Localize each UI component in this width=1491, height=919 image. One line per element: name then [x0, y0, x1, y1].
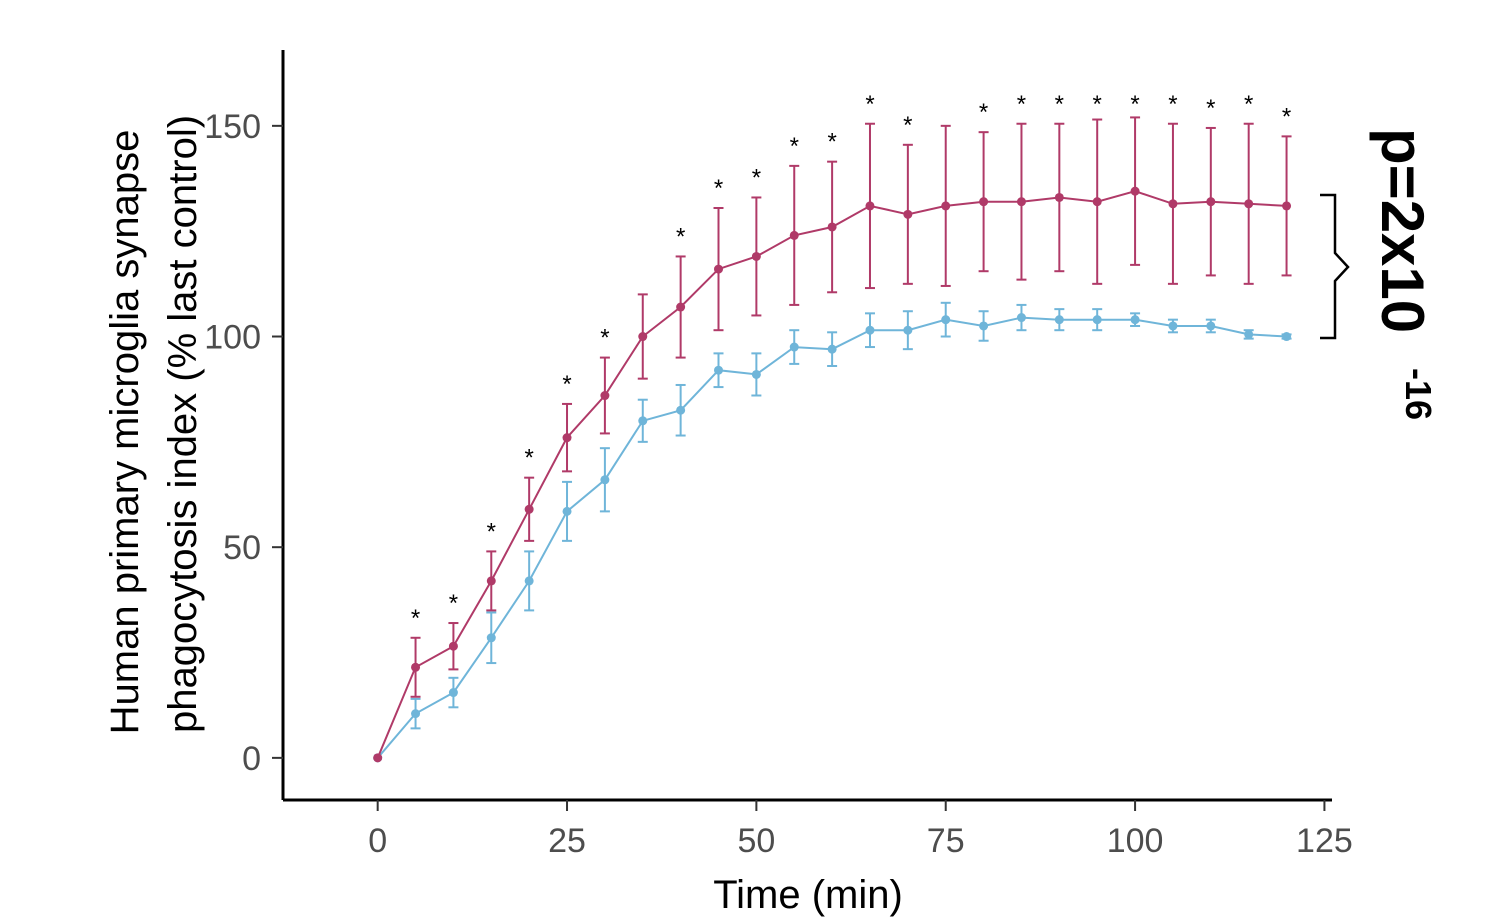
- p-value-annotation: p=2x10 -16: [1369, 128, 1439, 420]
- data-point: [865, 201, 875, 211]
- significance-marker: *: [752, 164, 761, 191]
- significance-marker: *: [1017, 91, 1026, 118]
- data-point: [638, 416, 648, 426]
- data-point: [941, 201, 951, 211]
- data-point: [789, 342, 799, 352]
- p-value-text: p=2x10: [1369, 128, 1436, 333]
- data-point: [865, 325, 875, 335]
- data-point: [1168, 321, 1178, 331]
- data-point: [1168, 199, 1178, 209]
- data-point: [1282, 332, 1292, 342]
- data-point: [789, 230, 799, 240]
- data-point: [676, 405, 686, 415]
- data-point: [411, 662, 421, 672]
- significance-marker: *: [979, 99, 988, 126]
- significance-marker: *: [562, 371, 571, 398]
- x-tick-label: 25: [548, 822, 586, 860]
- x-tick-label: 75: [927, 822, 965, 860]
- data-point: [448, 688, 458, 698]
- data-point: [941, 315, 951, 325]
- significance-marker: *: [714, 175, 723, 202]
- data-point: [448, 641, 458, 651]
- significance-marker: *: [411, 605, 420, 632]
- data-point: [486, 633, 496, 643]
- x-tick-label: 50: [737, 822, 775, 860]
- data-point: [979, 197, 989, 207]
- significance-marker: *: [903, 112, 912, 139]
- y-axis-title-line1: Human primary microglia synapse: [103, 130, 147, 735]
- significance-marker: *: [1130, 91, 1139, 118]
- data-point: [524, 576, 534, 586]
- data-point: [1016, 313, 1026, 323]
- significance-marker: *: [827, 129, 836, 156]
- data-point: [1282, 201, 1292, 211]
- significance-marker: *: [449, 590, 458, 617]
- data-point: [1206, 197, 1216, 207]
- data-point: [486, 576, 496, 586]
- data-point: [903, 325, 913, 335]
- data-point: [600, 391, 610, 401]
- significance-marker: *: [1206, 95, 1215, 122]
- data-point: [676, 302, 686, 312]
- data-point: [562, 433, 572, 443]
- data-point: [1092, 315, 1102, 325]
- significance-marker: *: [1282, 103, 1291, 130]
- data-point: [411, 709, 421, 719]
- significance-marker: *: [1244, 91, 1253, 118]
- data-point: [1130, 186, 1140, 196]
- axes: 0 25 50 75 100 125 0 50 100 150: [204, 50, 1353, 860]
- significance-marker: *: [676, 223, 685, 250]
- significance-marker: *: [865, 91, 874, 118]
- data-point: [751, 251, 761, 261]
- data-point: [1054, 315, 1064, 325]
- data-point: [600, 475, 610, 485]
- data-point: [979, 321, 989, 331]
- y-tick-label: 50: [223, 529, 261, 567]
- x-tick-label: 0: [368, 822, 387, 860]
- data-point: [1206, 321, 1216, 331]
- data-point: [714, 264, 724, 274]
- significance-marker: *: [1168, 91, 1177, 118]
- significance-marker: *: [1093, 91, 1102, 118]
- data-point: [562, 506, 572, 516]
- data-point: [714, 365, 724, 375]
- series-group: [373, 116, 1292, 763]
- x-tick-label: 125: [1296, 822, 1353, 860]
- data-point: [827, 222, 837, 232]
- significance-marker: *: [600, 325, 609, 352]
- data-point: [524, 504, 534, 514]
- p-value-exponent: -16: [1398, 368, 1439, 420]
- data-point: [373, 753, 383, 763]
- x-tick-label: 100: [1107, 822, 1164, 860]
- significance-marker: *: [1055, 91, 1064, 118]
- data-point: [1244, 199, 1254, 209]
- significance-bracket: [1320, 193, 1350, 340]
- data-point: [903, 209, 913, 219]
- y-tick-label: 0: [242, 740, 261, 778]
- x-axis-title: Time (min): [713, 873, 903, 917]
- data-point: [827, 344, 837, 354]
- significance-marker: *: [524, 445, 533, 472]
- significance-marker: *: [790, 133, 799, 160]
- y-axis-title-line2: phagocytosis index (% last control): [161, 115, 205, 733]
- y-tick-label: 150: [204, 108, 261, 146]
- significance-marker: *: [487, 518, 496, 545]
- data-point: [1016, 197, 1026, 207]
- data-point: [1244, 329, 1254, 339]
- series-group: [373, 301, 1292, 763]
- plot-area: * * * * * * * * * * * * * * * * * * * * * *: [373, 91, 1292, 763]
- data-point: [1054, 192, 1064, 202]
- data-point: [1130, 315, 1140, 325]
- data-point: [1092, 197, 1102, 207]
- y-tick-label: 100: [204, 319, 261, 357]
- data-point: [751, 369, 761, 379]
- data-point: [638, 332, 648, 342]
